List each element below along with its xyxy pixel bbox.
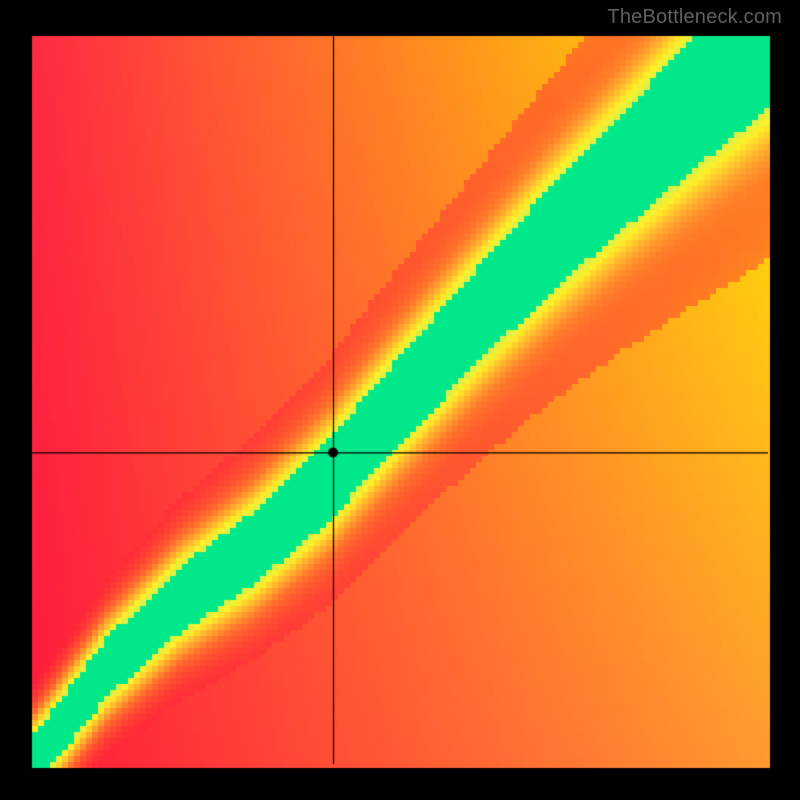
crosshair-overlay (0, 0, 800, 800)
attribution-text: TheBottleneck.com (607, 6, 782, 29)
